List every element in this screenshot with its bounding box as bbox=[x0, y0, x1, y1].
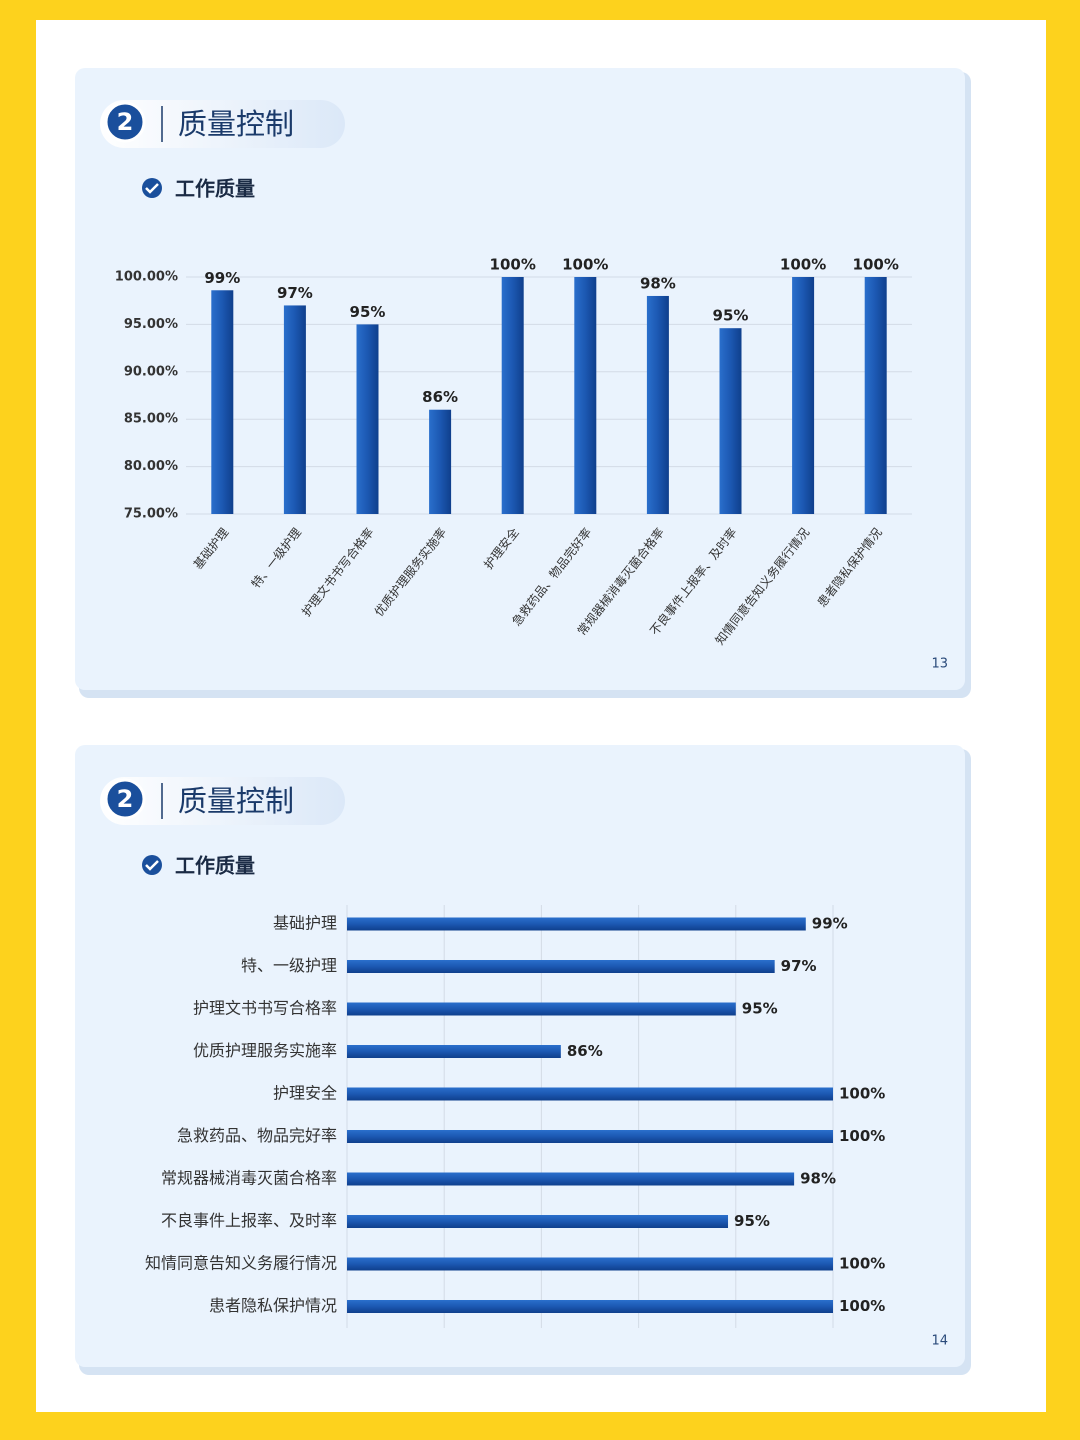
value-label: 95% bbox=[742, 1000, 778, 1018]
bar bbox=[211, 290, 234, 514]
page-number: 14 bbox=[931, 1334, 948, 1349]
value-label: 95% bbox=[734, 1212, 770, 1230]
value-label: 97% bbox=[277, 284, 313, 302]
y-tick-label: 85.00% bbox=[124, 412, 178, 427]
y-tick-label: 基础护理 bbox=[273, 914, 337, 933]
y-tick-label: 75.00% bbox=[124, 507, 178, 522]
value-label: 100% bbox=[839, 1127, 885, 1145]
y-tick-label: 不良事件上报率、及时率 bbox=[161, 1211, 337, 1230]
y-tick-label: 优质护理服务实施率 bbox=[193, 1041, 337, 1060]
bar bbox=[347, 1002, 736, 1016]
bar bbox=[347, 1257, 833, 1271]
number-badge bbox=[104, 101, 146, 143]
number-badge bbox=[104, 778, 146, 820]
bar bbox=[347, 1215, 729, 1228]
y-tick-label: 90.00% bbox=[124, 364, 178, 379]
slide-title: 质量控制 bbox=[178, 107, 294, 141]
slide-subtitle: 工作质量 bbox=[175, 854, 255, 878]
check-icon bbox=[142, 855, 162, 875]
slide-subtitle: 工作质量 bbox=[175, 177, 255, 201]
y-tick-label: 患者隐私保护情况 bbox=[209, 1296, 337, 1315]
y-tick-label: 95.00% bbox=[124, 317, 178, 332]
y-tick-label: 护理安全 bbox=[273, 1084, 337, 1103]
bar bbox=[347, 960, 775, 973]
y-tick-label: 80.00% bbox=[124, 459, 178, 474]
bar bbox=[719, 328, 742, 514]
value-label: 95% bbox=[713, 307, 749, 325]
value-label: 100% bbox=[839, 1297, 885, 1315]
bar bbox=[792, 277, 815, 514]
y-tick-label: 护理文书书写合格率 bbox=[193, 999, 337, 1018]
section-number: 2 bbox=[117, 785, 134, 813]
bar bbox=[347, 1045, 561, 1058]
value-label: 100% bbox=[839, 1085, 885, 1103]
value-label: 97% bbox=[781, 957, 817, 975]
check-mark bbox=[145, 183, 159, 194]
value-label: 99% bbox=[204, 269, 240, 287]
y-tick-label: 常规器械消毒灭菌合格率 bbox=[161, 1169, 337, 1188]
value-label: 100% bbox=[490, 256, 536, 274]
bar bbox=[347, 1087, 833, 1101]
bar bbox=[501, 277, 524, 514]
value-label: 100% bbox=[839, 1255, 885, 1273]
slide-title: 质量控制 bbox=[178, 784, 294, 818]
bar bbox=[347, 1130, 833, 1143]
value-label: 100% bbox=[780, 256, 826, 274]
value-label: 86% bbox=[422, 388, 458, 406]
bar bbox=[347, 917, 806, 931]
bar bbox=[356, 324, 379, 514]
page-number: 13 bbox=[931, 657, 948, 672]
bar bbox=[283, 305, 306, 514]
value-label: 100% bbox=[853, 256, 899, 274]
y-tick-label: 特、一级护理 bbox=[241, 956, 337, 975]
y-tick-label: 100.00% bbox=[115, 270, 178, 285]
bar bbox=[429, 409, 452, 514]
value-label: 99% bbox=[812, 915, 848, 933]
value-label: 98% bbox=[640, 274, 676, 292]
check-icon bbox=[142, 178, 162, 198]
bar bbox=[646, 295, 669, 514]
y-tick-label: 急救药品、物品完好率 bbox=[177, 1126, 337, 1145]
bar bbox=[574, 277, 597, 514]
bar bbox=[347, 1172, 795, 1186]
value-label: 98% bbox=[800, 1170, 836, 1188]
section-number: 2 bbox=[117, 108, 134, 136]
value-label: 95% bbox=[350, 303, 386, 321]
bar bbox=[864, 277, 887, 514]
value-label: 100% bbox=[562, 256, 608, 274]
y-tick-label: 知情同意告知义务履行情况 bbox=[145, 1254, 337, 1273]
bar bbox=[347, 1300, 833, 1313]
value-label: 86% bbox=[567, 1042, 603, 1060]
check-mark bbox=[145, 860, 159, 871]
